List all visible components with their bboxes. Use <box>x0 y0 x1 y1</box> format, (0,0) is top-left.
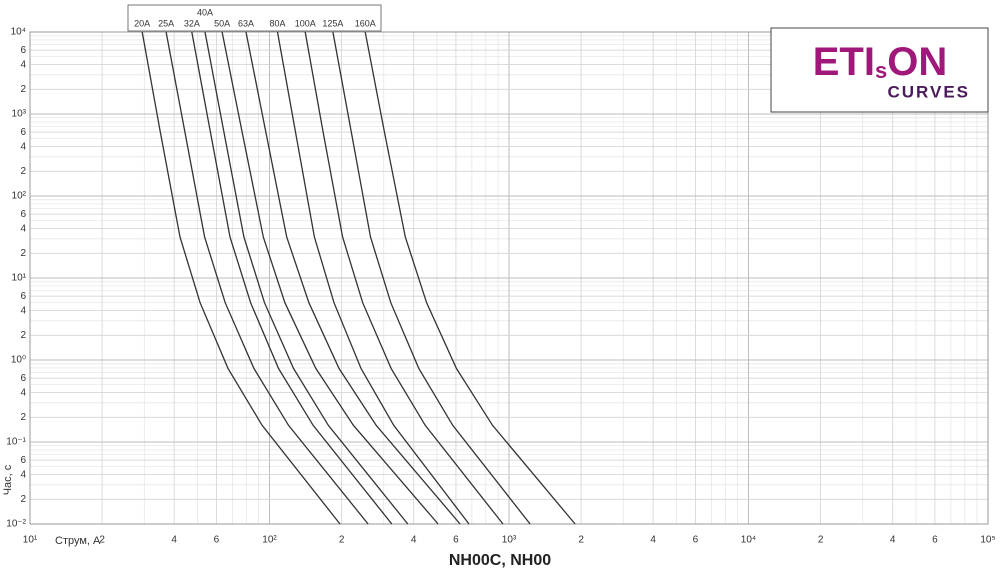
legend-label: 100A <box>295 18 316 28</box>
x-tick-label: 6 <box>453 535 459 546</box>
x-tick-label: 10⁵ <box>980 535 995 546</box>
legend-label: 125A <box>322 18 343 28</box>
x-tick-label: 2 <box>99 535 105 546</box>
curve <box>276 31 470 525</box>
x-tick-label: 2 <box>578 535 584 546</box>
legend-label: 40A <box>197 7 213 17</box>
x-tick-label: 4 <box>650 535 656 546</box>
y-tick-label: 2 <box>20 166 26 177</box>
legend-label: 160A <box>355 18 376 28</box>
curve <box>332 31 531 525</box>
y-tick-label: 6 <box>20 455 26 466</box>
y-tick-label: 6 <box>20 209 26 220</box>
legend-label: 63A <box>238 18 254 28</box>
y-tick-label: 2 <box>20 412 26 423</box>
x-tick-label: 6 <box>932 535 938 546</box>
y-tick-label: 6 <box>20 291 26 302</box>
y-tick-label: 10⁰ <box>11 355 26 366</box>
y-tick-label: 2 <box>20 84 26 95</box>
legend-label: 25A <box>158 18 174 28</box>
chart-title: NH00C, NH00 <box>449 552 551 569</box>
curve <box>204 31 409 525</box>
logo-part: ETI <box>813 40 875 84</box>
curve <box>165 31 369 525</box>
x-tick-label: 6 <box>214 535 220 546</box>
y-tick-label: 4 <box>20 469 26 480</box>
x-tick-label: 4 <box>171 535 177 546</box>
x-tick-label: 6 <box>693 535 699 546</box>
curve <box>191 31 393 525</box>
x-tick-label: 4 <box>411 535 417 546</box>
y-tick-label: 10³ <box>12 109 27 120</box>
x-tick-label: 2 <box>818 535 824 546</box>
y-tick-label: 4 <box>20 59 26 70</box>
y-tick-label: 4 <box>20 387 26 398</box>
legend-label: 32A <box>184 18 200 28</box>
x-tick-label: 4 <box>890 535 896 546</box>
legend-label: 20A <box>134 18 150 28</box>
x-tick-label: 10¹ <box>23 535 38 546</box>
x-axis-label: Струм, А <box>55 535 101 547</box>
y-tick-label: 4 <box>20 141 26 152</box>
legend-box <box>127 4 382 32</box>
logo-subtitle: CURVES <box>887 82 970 101</box>
curve <box>304 31 504 525</box>
y-tick-label: 10⁻¹ <box>6 437 26 448</box>
y-tick-label: 2 <box>20 494 26 505</box>
curve <box>141 31 341 525</box>
y-tick-label: 4 <box>20 223 26 234</box>
x-tick-label: 10³ <box>502 535 517 546</box>
y-tick-label: 2 <box>20 330 26 341</box>
x-tick-label: 2 <box>339 535 345 546</box>
curve <box>364 31 576 525</box>
x-tick-label: 10⁴ <box>741 535 756 546</box>
y-tick-label: 6 <box>20 45 26 56</box>
curve <box>245 31 461 525</box>
y-tick-label: 6 <box>20 373 26 384</box>
legend-label: 80A <box>269 18 285 28</box>
y-tick-label: 10⁴ <box>11 27 26 38</box>
y-tick-label: 10⁻² <box>6 519 26 530</box>
x-tick-label: 10² <box>262 535 277 546</box>
logo-box <box>770 27 989 113</box>
y-tick-label: 10² <box>12 191 27 202</box>
plot <box>141 31 576 525</box>
logo-brand: ETIsON <box>813 40 947 84</box>
y-tick-label: 6 <box>20 127 26 138</box>
logo-part: ON <box>887 40 947 84</box>
y-tick-label: 4 <box>20 305 26 316</box>
y-tick-label: 2 <box>20 248 26 259</box>
curve <box>221 31 439 525</box>
logo-part: s <box>875 58 887 83</box>
y-tick-label: 10¹ <box>12 273 27 284</box>
y-axis-label: Час, с <box>2 464 14 495</box>
legend-label: 50A <box>214 18 230 28</box>
plot-frame <box>29 31 989 525</box>
